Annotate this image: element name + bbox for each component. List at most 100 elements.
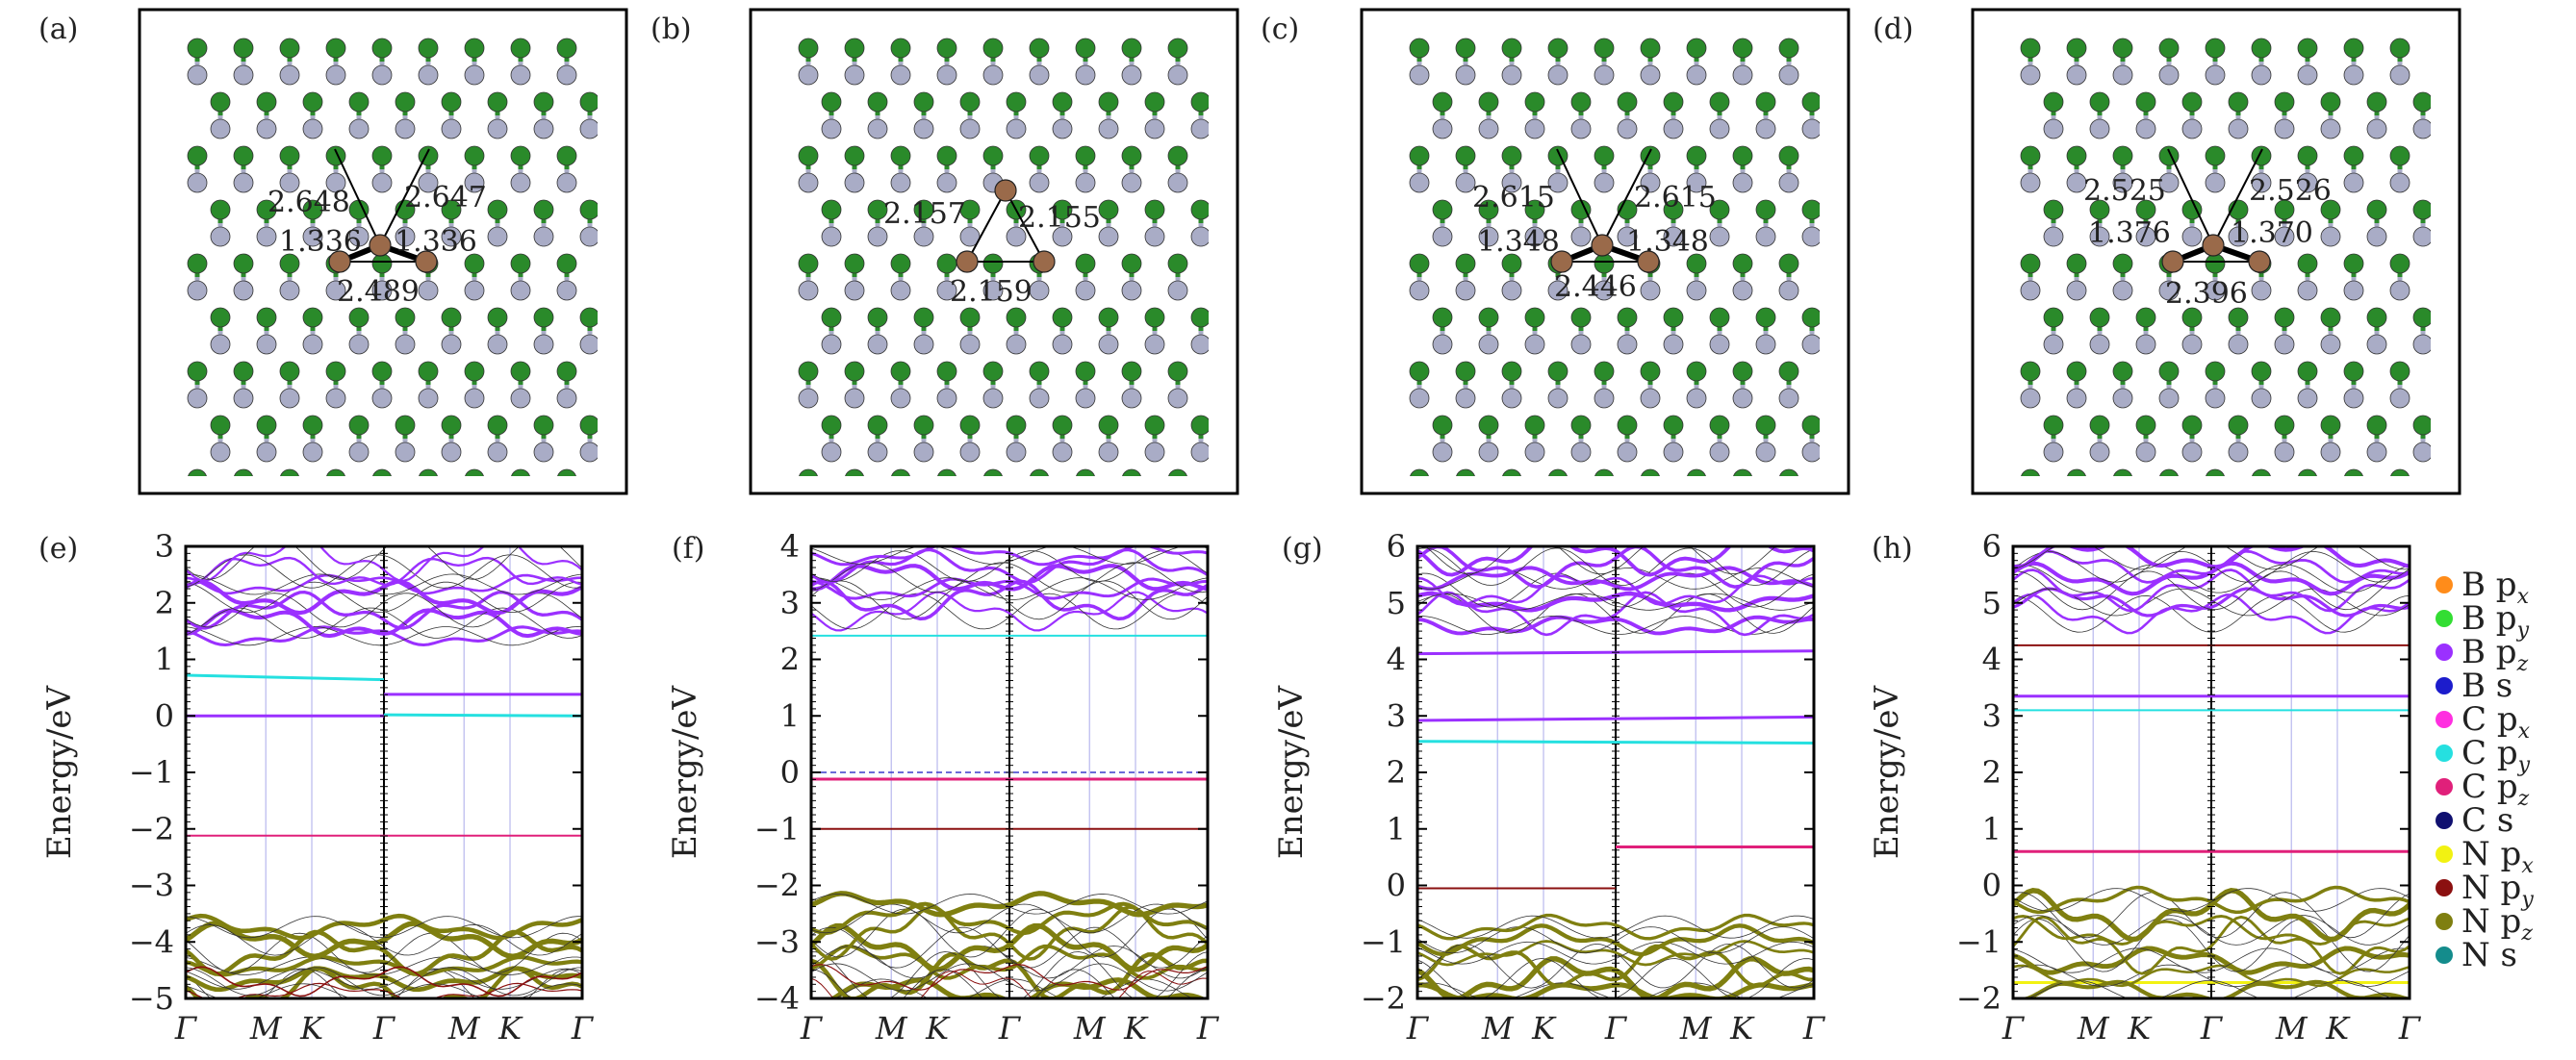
nitrogen-atom: [959, 307, 981, 328]
carbon-defect: [1550, 148, 1660, 273]
band-line: [2013, 546, 2410, 569]
nitrogen-atom: [1570, 307, 1592, 328]
boron-atom: [1778, 172, 1799, 193]
boron-atom: [1547, 388, 1569, 409]
k-point-label: Γ: [1196, 1010, 1220, 1047]
bond-line: [1601, 148, 1652, 246]
nitrogen-atom: [1641, 468, 1660, 476]
boron-atom: [982, 280, 1004, 301]
boron-atom: [2460, 119, 2479, 139]
k-point-label: K: [299, 1010, 325, 1047]
nitrogen-atom: [1918, 254, 1937, 273]
boron-atom: [302, 118, 323, 139]
bond-labels-a: 2.648 2.647 1.336 1.336 2.489: [268, 181, 487, 309]
boron-atom: [2020, 172, 2041, 193]
boron-atom: [936, 172, 957, 193]
nitrogen-atom: [233, 38, 254, 59]
boron-atom: [1941, 119, 1960, 139]
nitrogen-atom: [2112, 253, 2133, 274]
boron-atom: [1570, 334, 1592, 355]
nitrogen-atom: [937, 468, 956, 476]
nitrogen-atom: [2343, 253, 2364, 274]
nitrogen-atom: [533, 91, 554, 113]
boron-atom: [187, 388, 208, 409]
bond-line: [379, 148, 430, 246]
boron-atom: [187, 172, 208, 193]
nitrogen-atom: [2320, 415, 2341, 436]
y-tick-label: 2: [1387, 754, 1406, 791]
boron-atom: [1307, 65, 1326, 85]
nitrogen-atom: [1895, 416, 1914, 435]
boron-atom: [673, 335, 692, 354]
y-tick-label: 2: [155, 585, 174, 621]
nitrogen-atom: [867, 91, 888, 113]
boron-atom: [256, 226, 277, 247]
nitrogen-atom: [348, 91, 370, 113]
boron-atom: [798, 280, 819, 301]
boron-atom: [2181, 334, 2203, 355]
band-line: [811, 970, 1208, 998]
boron-atom: [1478, 442, 1499, 463]
legend-marker: [2436, 677, 2453, 694]
band-line: [2013, 564, 2410, 593]
boron-atom: [1732, 64, 1753, 86]
nitrogen-atom: [2113, 468, 2132, 476]
carbon-atom: [1033, 250, 1056, 273]
nitrogen-atom: [1409, 38, 1430, 59]
boron-atom: [1801, 442, 1820, 463]
boron-atom: [1895, 227, 1914, 246]
boron-atom: [2066, 172, 2087, 193]
nitrogen-atom: [1144, 307, 1165, 328]
nitrogen-atom: [1284, 200, 1303, 219]
nitrogen-atom: [2320, 91, 2341, 113]
boron-atom: [1006, 226, 1027, 247]
nitrogen-atom: [395, 415, 416, 436]
nitrogen-atom: [1918, 38, 1937, 58]
nitrogen-atom: [1872, 254, 1891, 273]
nitrogen-atom: [418, 361, 439, 382]
nitrogen-atom: [579, 415, 598, 436]
nitrogen-atom: [2412, 91, 2431, 113]
boron-atom: [2067, 496, 2086, 516]
y-tick-label: 4: [1387, 642, 1406, 678]
boron-atom: [579, 334, 598, 355]
nitrogen-atom: [348, 415, 370, 436]
legend-label: C s: [2461, 801, 2513, 840]
nitrogen-atom: [2043, 415, 2064, 436]
boron-atom: [234, 496, 253, 516]
boron-atom: [1284, 442, 1303, 462]
boron-atom: [2159, 496, 2179, 516]
band-line: [186, 608, 582, 639]
boron-atom: [2483, 173, 2502, 192]
boron-atom: [913, 118, 934, 139]
nitrogen-atom: [1261, 146, 1280, 165]
nitrogen-atom: [2366, 199, 2387, 220]
boron-atom: [1307, 173, 1326, 192]
boron-atom: [2460, 442, 2479, 462]
nitrogen-atom: [1307, 469, 1326, 489]
boron-atom: [2529, 65, 2548, 85]
bond-triangle: [965, 188, 1046, 263]
boron-atom: [1686, 280, 1707, 301]
boron-atom: [464, 64, 485, 86]
boron-atom: [1849, 442, 1868, 462]
boron-atom: [1478, 226, 1499, 247]
nitrogen-atom: [1284, 92, 1303, 112]
nitrogen-atom: [1075, 38, 1096, 59]
boron-atom: [1617, 334, 1638, 355]
band-line: [186, 967, 582, 997]
boron-atom: [1478, 118, 1499, 139]
boron-atom: [2020, 280, 2041, 301]
nitrogen-atom: [2343, 145, 2364, 166]
k-point-label: K: [2127, 1010, 2153, 1047]
nitrogen-atom: [1121, 145, 1142, 166]
band-line: [1417, 944, 1814, 988]
nitrogen-atom: [2089, 415, 2110, 436]
nitrogen-atom: [2389, 38, 2410, 59]
boron-atom: [890, 280, 911, 301]
nitrogen-atom: [348, 307, 370, 328]
nitrogen-atom: [2228, 415, 2249, 436]
boron-atom: [696, 496, 715, 516]
boron-atom: [1524, 442, 1545, 463]
